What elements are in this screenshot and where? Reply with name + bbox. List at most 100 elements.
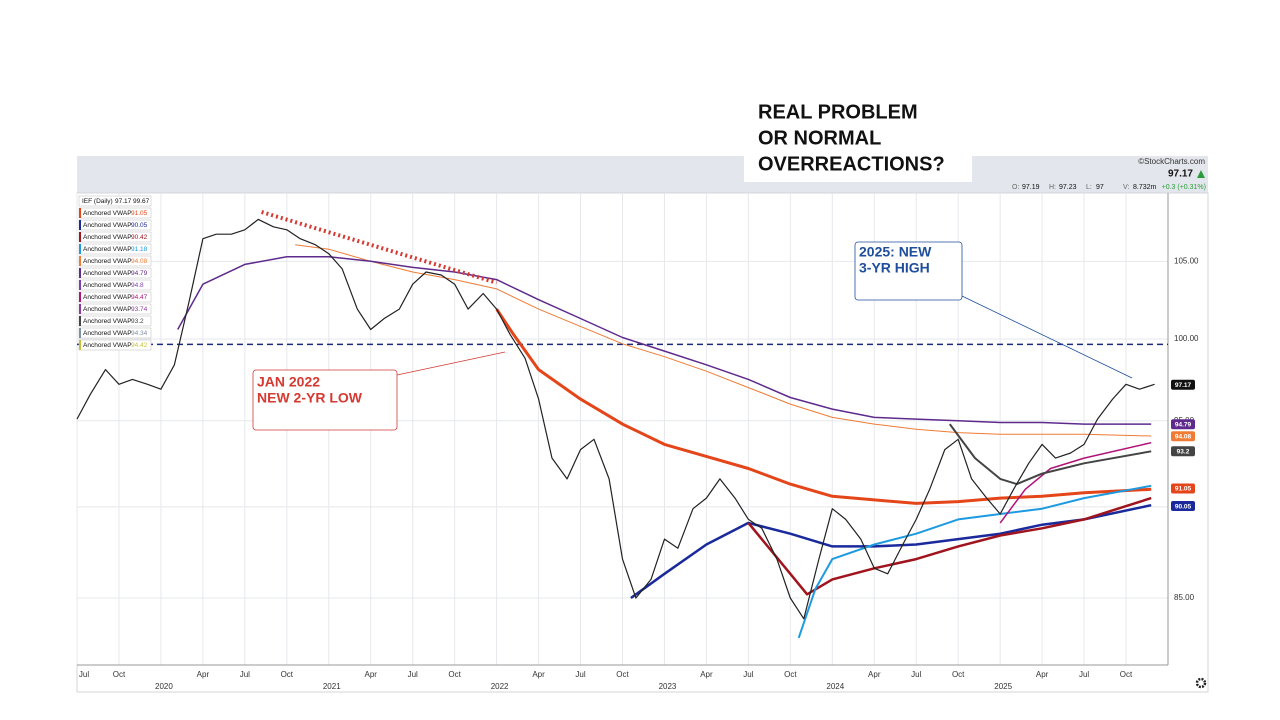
title-box: [744, 95, 972, 182]
legend-value: 94.08: [131, 258, 148, 265]
x-tick-label: Oct: [448, 670, 461, 679]
x-tick-label: Apr: [868, 670, 881, 679]
legend-swatch: [79, 256, 81, 266]
legend-value: 93.2: [131, 318, 144, 325]
x-tick-label: Oct: [1120, 670, 1133, 679]
vwap-line: [295, 244, 1152, 437]
annotation-pointer: [961, 295, 1133, 379]
legend-label: Anchored VWAP: [83, 222, 132, 229]
up-arrow: [1197, 170, 1205, 178]
vwap-line: [495, 308, 1152, 505]
price-change: +0.3 (+0.31%): [1162, 184, 1206, 191]
legend-swatch: [79, 304, 81, 314]
x-tick-label: Jul: [1079, 670, 1089, 679]
x-year-label: 2024: [826, 682, 844, 691]
settings-icon[interactable]: [1195, 677, 1207, 689]
x-tick-label: Jul: [911, 670, 921, 679]
annotation-text: NEW 2-YR LOW: [257, 390, 363, 406]
legend-value: 91.05: [131, 210, 148, 217]
legend-swatch: [79, 268, 81, 278]
ohlc-label: V:: [1123, 184, 1129, 191]
price-line: [76, 218, 1155, 620]
value-badge-label: 90.05: [1175, 503, 1192, 510]
x-tick-label: Oct: [952, 670, 965, 679]
legend-value: 91.18: [131, 246, 148, 253]
ohlc-label: O:: [1012, 184, 1019, 191]
last-price: 97.17: [1168, 169, 1193, 180]
x-year-label: 2020: [155, 682, 173, 691]
value-badge-label: 94.79: [1175, 422, 1192, 429]
legend-label: Anchored VWAP: [83, 258, 132, 265]
legend-value: 94.8: [131, 282, 144, 289]
ohlc-value: 8.732m: [1133, 184, 1157, 191]
legend-swatch: [79, 292, 81, 302]
legend-label: Anchored VWAP: [83, 210, 132, 217]
header-band: [77, 156, 1208, 193]
legend-label: Anchored VWAP: [83, 294, 132, 301]
y-tick-label: 100.00: [1174, 334, 1199, 343]
price-badge-label: 97.17: [1175, 382, 1192, 389]
vwap-line: [797, 484, 1152, 639]
legend-label: Anchored VWAP: [83, 318, 132, 325]
vwap-line: [999, 441, 1152, 524]
legend-label: Anchored VWAP: [83, 282, 132, 289]
value-badge: [1171, 501, 1195, 512]
x-tick-label: Jul: [575, 670, 585, 679]
x-tick-label: Apr: [700, 670, 713, 679]
x-tick-label: Oct: [113, 670, 126, 679]
annotation-box: [854, 241, 963, 301]
ohlc-label: H:: [1049, 184, 1056, 191]
legend-label: IEF (Daily): [82, 198, 113, 205]
title-line: OVERREACTIONS?: [758, 153, 945, 175]
legend-swatch: [79, 316, 81, 326]
title-line: OR NORMAL: [758, 127, 881, 149]
vwap-line: [747, 496, 1152, 596]
value-badge-label: 94.08: [1175, 434, 1192, 441]
legend-value: 99.67: [133, 198, 150, 205]
legend-value: 94.79: [131, 270, 148, 277]
x-tick-label: Jul: [743, 670, 753, 679]
x-tick-label: Oct: [281, 670, 294, 679]
annotation-text: 2025: NEW: [859, 244, 932, 260]
x-tick-label: Oct: [616, 670, 629, 679]
y-tick-label: 85.00: [1174, 593, 1195, 602]
value-badge-label: 91.05: [1175, 486, 1192, 493]
value-badge: [1171, 431, 1195, 442]
legend-value: 90.05: [131, 222, 148, 229]
plot-panel: [76, 192, 1209, 693]
vwap-line: [177, 256, 1152, 425]
legend-label: Anchored VWAP: [83, 342, 132, 349]
x-year-label: 2022: [491, 682, 509, 691]
legend-value: 93.74: [131, 306, 148, 313]
legend-swatch: [79, 280, 81, 290]
value-badge: [1171, 419, 1195, 430]
legend-swatch: [79, 244, 81, 254]
x-tick-label: Jul: [240, 670, 250, 679]
y-tick-label: 105.00: [1174, 256, 1199, 265]
x-tick-label: Jul: [408, 670, 418, 679]
legend-value: 90.42: [131, 234, 148, 241]
annotation-text: JAN 2022: [257, 374, 320, 390]
legend-value: 94.34: [131, 330, 148, 337]
annotation-text: 3-YR HIGH: [859, 260, 930, 276]
x-tick-label: Apr: [197, 670, 210, 679]
legend-label: Anchored VWAP: [83, 270, 132, 277]
x-tick-label: Jul: [79, 670, 89, 679]
annotation-pointer: [396, 351, 506, 376]
legend-value: 97.17: [115, 198, 132, 205]
legend-swatch: [79, 208, 81, 218]
legend-row: [78, 195, 152, 207]
legend-value: 94.47: [131, 294, 148, 301]
legend-label: Anchored VWAP: [83, 330, 132, 337]
x-tick-label: Apr: [532, 670, 545, 679]
x-year-label: 2023: [659, 682, 677, 691]
value-badge: [1171, 483, 1195, 494]
legend-label: Anchored VWAP: [83, 306, 132, 313]
legend-swatch: [79, 232, 81, 242]
ohlc-value: 97.23: [1059, 184, 1077, 191]
x-tick-label: Apr: [1036, 670, 1049, 679]
ohlc-label: L:: [1086, 184, 1092, 191]
title-line: REAL PROBLEM: [758, 101, 918, 123]
vwap-line: [630, 503, 1152, 600]
